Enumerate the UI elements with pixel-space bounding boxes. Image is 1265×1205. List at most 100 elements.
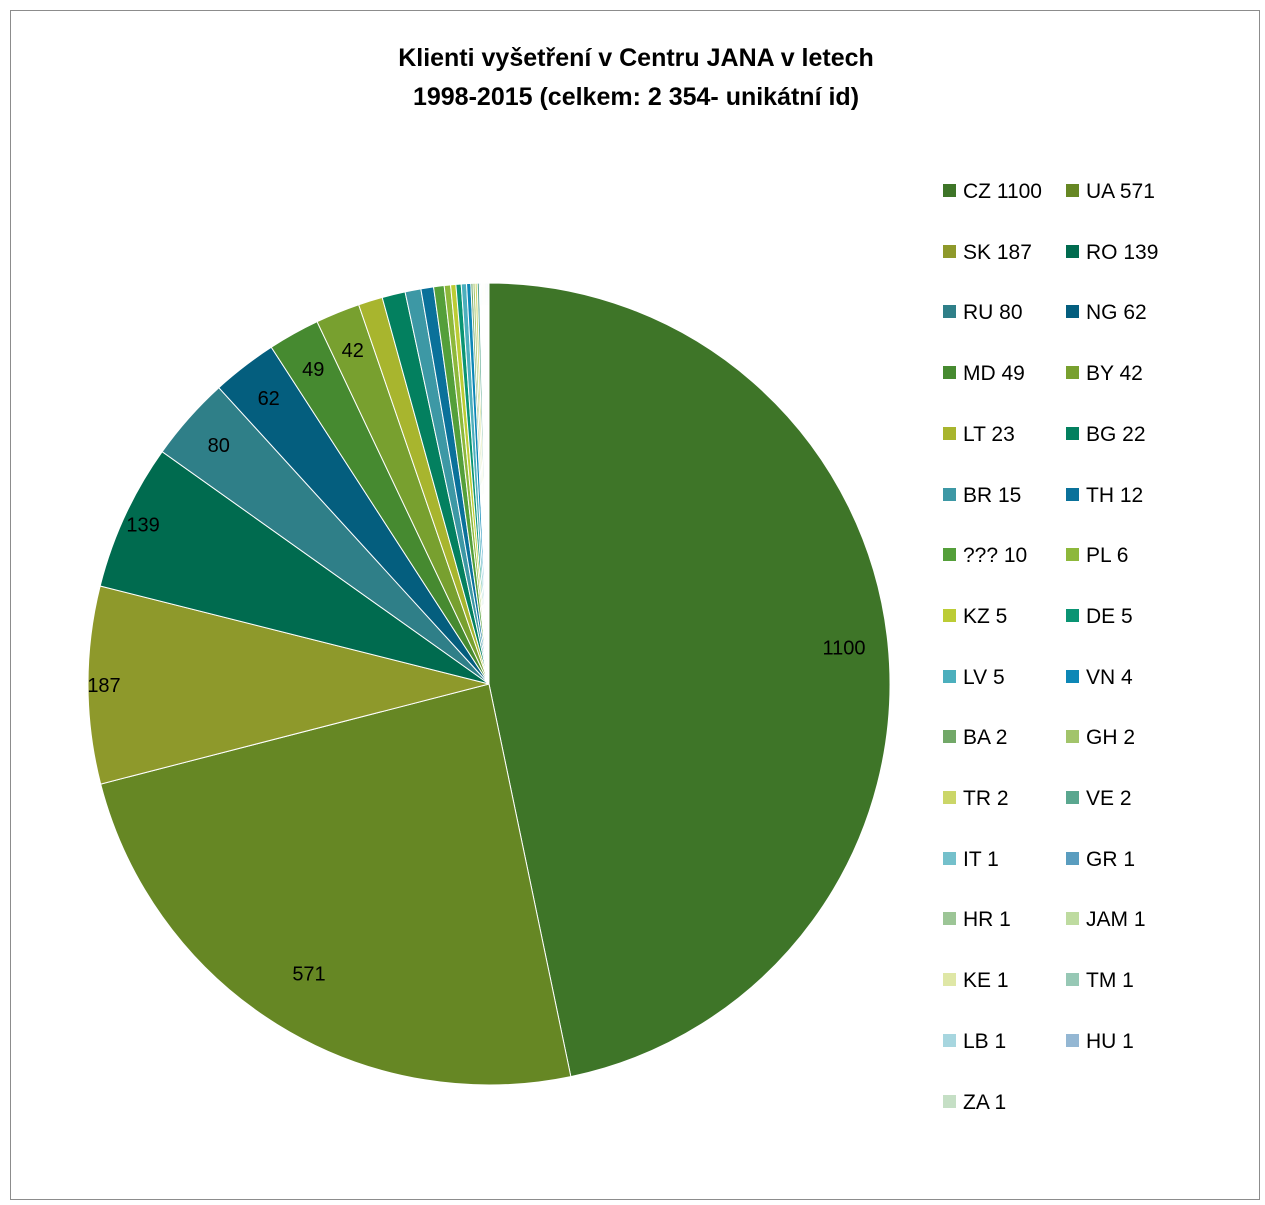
- legend-item: UA 571: [1066, 179, 1155, 205]
- pie-data-label: 139: [126, 514, 159, 536]
- legend-label: BR 15: [963, 483, 1022, 507]
- legend-item: BY 42: [1066, 361, 1143, 387]
- legend-label: TM 1: [1086, 969, 1134, 993]
- legend-swatch: [943, 608, 956, 622]
- pie-data-label: 80: [208, 435, 230, 457]
- legend-label: BG 22: [1086, 422, 1146, 446]
- pie-data-label: 62: [258, 388, 280, 410]
- legend-label: HR 1: [963, 908, 1011, 932]
- legend-swatch: [943, 426, 956, 440]
- legend-item: NG 62: [1066, 300, 1147, 326]
- pie-data-label: 42: [342, 340, 364, 362]
- legend-label: JAM 1: [1086, 908, 1146, 932]
- legend-label: BA 2: [963, 726, 1008, 750]
- chart-frame: Klienti vyšetření v Centru JANA v letech…: [10, 10, 1260, 1200]
- legend-item: BG 22: [1066, 422, 1146, 448]
- legend-item: CZ 1100: [943, 179, 1042, 205]
- legend-label: KE 1: [963, 969, 1009, 993]
- legend-item: PL 6: [1066, 543, 1128, 569]
- legend-swatch: [943, 912, 956, 926]
- legend-swatch: [1066, 184, 1079, 197]
- pie-data-label: 49: [302, 359, 324, 381]
- legend-item: TM 1: [1066, 968, 1134, 994]
- legend-item: TR 2: [943, 786, 1009, 812]
- legend-label: RU 80: [963, 301, 1023, 325]
- legend-swatch: [943, 973, 956, 987]
- pie-data-label: 1100: [822, 637, 865, 659]
- legend-label: KZ 5: [963, 604, 1008, 628]
- legend-item: IT 1: [943, 847, 999, 873]
- legend-swatch: [1066, 973, 1079, 987]
- legend-swatch: [943, 487, 956, 501]
- legend-label: PL 6: [1086, 544, 1129, 568]
- pie-slice-sk: [87, 585, 490, 785]
- legend-swatch: [1066, 791, 1079, 804]
- legend-swatch: [1066, 730, 1079, 744]
- legend-item: KZ 5: [943, 604, 1007, 630]
- legend-item: RU 80: [943, 300, 1023, 326]
- legend-item: GH 2: [1066, 725, 1135, 751]
- pie-slices: [87, 282, 891, 1086]
- legend-swatch: [943, 791, 956, 804]
- legend-item: BR 15: [943, 483, 1021, 509]
- legend-item: SK 187: [943, 240, 1032, 266]
- legend-item: TH 12: [1066, 483, 1143, 509]
- legend-label: HU 1: [1086, 1029, 1134, 1053]
- legend-swatch: [943, 366, 956, 380]
- legend-swatch: [943, 730, 956, 744]
- legend-swatch: [943, 669, 956, 683]
- legend-label: DE 5: [1086, 604, 1133, 628]
- legend-swatch: [1066, 608, 1079, 622]
- legend-label: UA 571: [1086, 180, 1155, 203]
- legend-item: LV 5: [943, 665, 1005, 691]
- legend-label: GR 1: [1086, 847, 1136, 871]
- legend-label: GH 2: [1086, 726, 1136, 750]
- legend-item: KE 1: [943, 968, 1009, 994]
- legend-item: JAM 1: [1066, 907, 1146, 933]
- legend-label: TH 12: [1086, 483, 1144, 507]
- legend-swatch: [1066, 669, 1079, 683]
- legend-item: HU 1: [1066, 1029, 1134, 1055]
- pie-data-label: 571: [292, 963, 325, 985]
- legend-label: ??? 10: [963, 544, 1028, 568]
- chart-title: Klienti vyšetření v Centru JANA v letech…: [11, 39, 1261, 117]
- legend-swatch: [943, 244, 956, 258]
- legend-label: ZA 1: [963, 1090, 1007, 1114]
- legend-item: DE 5: [1066, 604, 1133, 630]
- legend-label: BY 42: [1086, 362, 1143, 386]
- legend-swatch: [1066, 244, 1079, 258]
- legend-label: LV 5: [963, 665, 1005, 689]
- legend-item: VN 4: [1066, 665, 1133, 691]
- legend-label: LB 1: [963, 1029, 1007, 1053]
- legend-swatch: [943, 184, 956, 197]
- legend-label: VE 2: [1086, 787, 1132, 810]
- pie-chart: 1100 571 187 139 80 62 49 42: [87, 282, 891, 1086]
- legend-swatch: [1066, 426, 1079, 440]
- legend-label: TR 2: [963, 787, 1009, 810]
- legend-swatch: [943, 548, 956, 562]
- legend-swatch: [1066, 487, 1079, 501]
- legend-swatch: [1066, 1033, 1079, 1047]
- pie-slice-cz: [488, 282, 891, 1078]
- pie-data-label: 187: [87, 675, 120, 697]
- legend-item: LB 1: [943, 1029, 1006, 1055]
- legend-label: NG 62: [1086, 301, 1147, 325]
- legend-swatch: [1066, 851, 1079, 865]
- legend-label: CZ 1100: [963, 180, 1042, 203]
- legend-swatch: [943, 1094, 956, 1108]
- legend-item: HR 1: [943, 907, 1011, 933]
- legend-item: BA 2: [943, 725, 1007, 751]
- legend-item: RO 139: [1066, 240, 1158, 266]
- pie-data-labels: 1100 571 187 139 80 62 49 42: [87, 340, 865, 986]
- legend-label: IT 1: [963, 847, 999, 871]
- pie-slice-ua: [100, 683, 572, 1086]
- legend-item: GR 1: [1066, 847, 1135, 873]
- legend-item: MD 49: [943, 361, 1025, 387]
- chart-title-line-2: 1998-2015 (celkem: 2 354- unikátní id): [412, 83, 860, 111]
- legend-item: ZA 1: [943, 1090, 1006, 1116]
- legend-swatch: [1066, 305, 1079, 319]
- legend-label: RO 139: [1086, 240, 1159, 264]
- legend-swatch: [1066, 366, 1079, 380]
- legend-label: VN 4: [1086, 665, 1133, 689]
- legend-label: SK 187: [963, 240, 1032, 264]
